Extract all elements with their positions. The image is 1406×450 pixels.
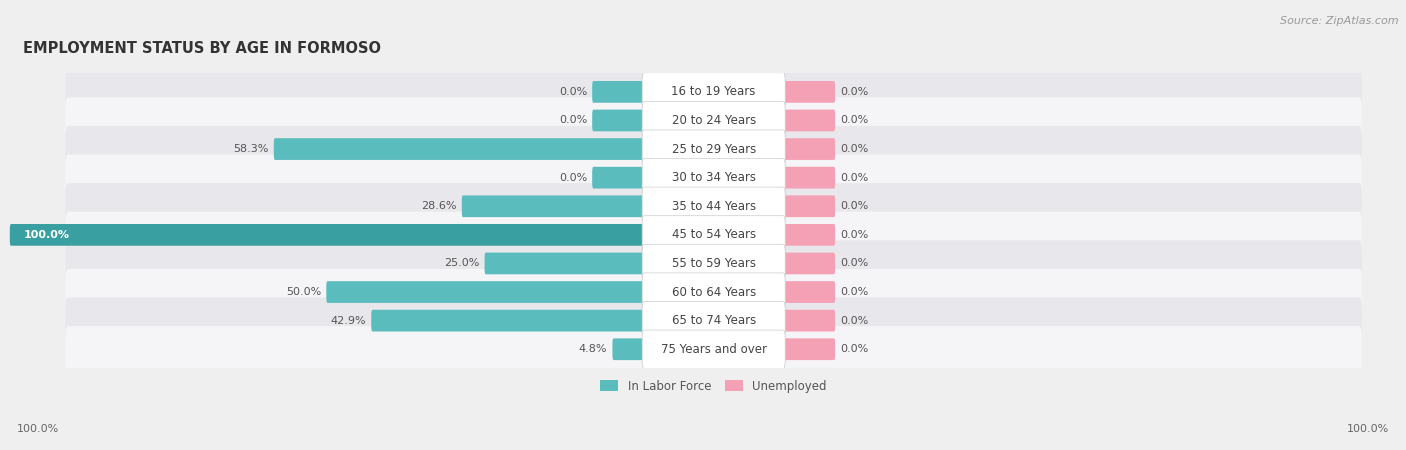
FancyBboxPatch shape — [643, 158, 785, 197]
FancyBboxPatch shape — [782, 224, 835, 246]
Text: 0.0%: 0.0% — [841, 201, 869, 211]
Legend: In Labor Force, Unemployed: In Labor Force, Unemployed — [596, 375, 831, 397]
Text: 30 to 34 Years: 30 to 34 Years — [672, 171, 755, 184]
FancyBboxPatch shape — [592, 110, 645, 131]
FancyBboxPatch shape — [66, 326, 1362, 373]
Text: 75 Years and over: 75 Years and over — [661, 343, 766, 356]
FancyBboxPatch shape — [66, 97, 1362, 144]
FancyBboxPatch shape — [643, 73, 785, 111]
Text: 42.9%: 42.9% — [330, 315, 366, 326]
Text: 100.0%: 100.0% — [24, 230, 70, 240]
Text: 4.8%: 4.8% — [579, 344, 607, 354]
FancyBboxPatch shape — [782, 252, 835, 274]
Text: 55 to 59 Years: 55 to 59 Years — [672, 257, 755, 270]
FancyBboxPatch shape — [326, 281, 645, 303]
FancyBboxPatch shape — [782, 110, 835, 131]
FancyBboxPatch shape — [643, 273, 785, 311]
FancyBboxPatch shape — [66, 212, 1362, 258]
Text: Source: ZipAtlas.com: Source: ZipAtlas.com — [1281, 16, 1399, 26]
FancyBboxPatch shape — [66, 126, 1362, 172]
FancyBboxPatch shape — [782, 167, 835, 189]
FancyBboxPatch shape — [643, 302, 785, 340]
Text: 20 to 24 Years: 20 to 24 Years — [672, 114, 756, 127]
Text: 0.0%: 0.0% — [558, 87, 588, 97]
FancyBboxPatch shape — [485, 252, 645, 274]
FancyBboxPatch shape — [643, 187, 785, 225]
Text: 28.6%: 28.6% — [422, 201, 457, 211]
Text: 0.0%: 0.0% — [841, 344, 869, 354]
FancyBboxPatch shape — [782, 310, 835, 332]
FancyBboxPatch shape — [782, 281, 835, 303]
Text: 58.3%: 58.3% — [233, 144, 269, 154]
FancyBboxPatch shape — [643, 244, 785, 283]
Text: 45 to 54 Years: 45 to 54 Years — [672, 228, 756, 241]
FancyBboxPatch shape — [66, 183, 1362, 230]
FancyBboxPatch shape — [371, 310, 645, 332]
Text: 65 to 74 Years: 65 to 74 Years — [672, 314, 756, 327]
FancyBboxPatch shape — [613, 338, 645, 360]
FancyBboxPatch shape — [274, 138, 645, 160]
Text: 16 to 19 Years: 16 to 19 Years — [672, 86, 756, 99]
FancyBboxPatch shape — [782, 81, 835, 103]
Text: EMPLOYMENT STATUS BY AGE IN FORMOSO: EMPLOYMENT STATUS BY AGE IN FORMOSO — [22, 40, 381, 56]
Text: 0.0%: 0.0% — [841, 315, 869, 326]
Text: 35 to 44 Years: 35 to 44 Years — [672, 200, 756, 213]
FancyBboxPatch shape — [66, 69, 1362, 115]
Text: 0.0%: 0.0% — [841, 173, 869, 183]
Text: 25.0%: 25.0% — [444, 258, 479, 269]
Text: 25 to 29 Years: 25 to 29 Years — [672, 143, 756, 156]
FancyBboxPatch shape — [66, 154, 1362, 201]
FancyBboxPatch shape — [643, 216, 785, 254]
Text: 0.0%: 0.0% — [841, 287, 869, 297]
FancyBboxPatch shape — [66, 297, 1362, 344]
FancyBboxPatch shape — [643, 101, 785, 140]
FancyBboxPatch shape — [782, 338, 835, 360]
FancyBboxPatch shape — [782, 138, 835, 160]
Text: 0.0%: 0.0% — [841, 144, 869, 154]
FancyBboxPatch shape — [643, 130, 785, 168]
FancyBboxPatch shape — [461, 195, 645, 217]
FancyBboxPatch shape — [66, 269, 1362, 315]
Text: 100.0%: 100.0% — [17, 424, 59, 434]
Text: 0.0%: 0.0% — [841, 258, 869, 269]
FancyBboxPatch shape — [10, 224, 645, 246]
Text: 60 to 64 Years: 60 to 64 Years — [672, 286, 756, 298]
Text: 0.0%: 0.0% — [841, 116, 869, 126]
FancyBboxPatch shape — [782, 195, 835, 217]
Text: 100.0%: 100.0% — [1347, 424, 1389, 434]
Text: 0.0%: 0.0% — [558, 173, 588, 183]
FancyBboxPatch shape — [66, 240, 1362, 287]
FancyBboxPatch shape — [592, 167, 645, 189]
Text: 0.0%: 0.0% — [841, 87, 869, 97]
Text: 0.0%: 0.0% — [841, 230, 869, 240]
Text: 0.0%: 0.0% — [558, 116, 588, 126]
FancyBboxPatch shape — [592, 81, 645, 103]
FancyBboxPatch shape — [643, 330, 785, 369]
Text: 50.0%: 50.0% — [285, 287, 321, 297]
